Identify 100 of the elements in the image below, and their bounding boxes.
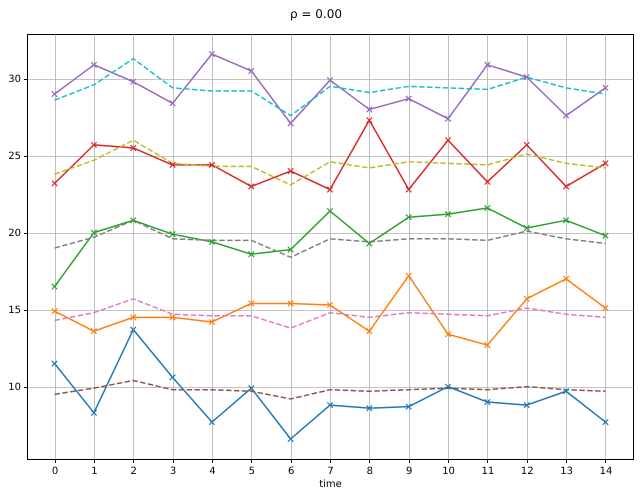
x-tick-label: 0 (52, 466, 58, 477)
point (405, 95, 412, 102)
point (326, 208, 334, 214)
point (51, 308, 58, 315)
point (169, 374, 176, 381)
point (562, 183, 570, 190)
point (523, 296, 530, 302)
y-tick-label: 30 (8, 74, 21, 86)
point (405, 186, 412, 193)
line-series (54, 380, 606, 400)
point (602, 160, 609, 167)
point (366, 240, 373, 247)
point (602, 232, 609, 240)
y-tick-label: 10 (8, 382, 21, 394)
point (326, 302, 334, 308)
point (90, 229, 98, 236)
point (602, 304, 609, 312)
line-series (54, 58, 606, 116)
x-tick-label: 3 (170, 466, 176, 477)
point (90, 409, 98, 416)
point (208, 418, 216, 426)
point (562, 112, 570, 119)
y-tick-label: 20 (8, 228, 21, 240)
x-tick-label: 14 (600, 466, 612, 477)
x-tick-label: 12 (520, 466, 534, 477)
point (248, 384, 255, 392)
point (602, 84, 609, 92)
point (130, 326, 137, 333)
point (366, 116, 373, 124)
point (523, 142, 530, 148)
point (90, 328, 98, 335)
point (484, 61, 491, 68)
point (90, 61, 98, 68)
point (602, 418, 609, 426)
point (562, 388, 570, 395)
point (51, 90, 58, 98)
chart-title: ρ = 0.00 (290, 7, 342, 21)
point (405, 214, 412, 221)
point (287, 300, 294, 307)
point (444, 210, 452, 218)
point (326, 186, 334, 193)
x-tick-label: 5 (248, 466, 255, 477)
point (484, 398, 491, 406)
point (90, 142, 98, 148)
point (208, 318, 216, 326)
x-tick-label: 10 (442, 466, 455, 477)
point (169, 314, 176, 321)
point (326, 76, 334, 84)
point (444, 136, 452, 144)
x-tick-label: 11 (482, 466, 494, 477)
point (130, 216, 137, 224)
point (523, 402, 530, 408)
point (484, 178, 491, 186)
y-tick-label: 15 (8, 305, 21, 316)
x-axis-title: time (319, 479, 342, 490)
point (248, 300, 255, 307)
point (287, 120, 294, 127)
point (405, 272, 412, 280)
point (287, 168, 294, 174)
point (130, 78, 137, 86)
point (208, 162, 216, 168)
point (208, 238, 216, 246)
point (366, 328, 373, 335)
y-tick-label: 25 (8, 151, 21, 162)
point (130, 314, 137, 321)
point (169, 100, 176, 107)
point (169, 230, 176, 238)
point (366, 404, 373, 412)
point (51, 360, 58, 367)
point (248, 183, 255, 190)
line-series (54, 220, 606, 258)
line-series (54, 140, 606, 186)
point (287, 246, 294, 253)
x-tick-label: 7 (327, 466, 334, 477)
x-tick-label: 2 (130, 466, 137, 477)
point (326, 402, 334, 408)
x-tick-label: 13 (560, 466, 573, 477)
point (51, 180, 58, 187)
point (562, 216, 570, 224)
point (562, 276, 570, 282)
point (169, 162, 176, 168)
point (51, 283, 58, 290)
point (405, 403, 412, 410)
x-tick-label: 1 (91, 466, 98, 477)
point (444, 115, 452, 122)
point (366, 106, 373, 113)
x-tick-label: 6 (288, 466, 294, 477)
x-tick-label: 9 (406, 466, 412, 477)
line-series (54, 298, 606, 329)
point (484, 204, 491, 212)
point (208, 50, 216, 58)
point (523, 74, 530, 80)
point (444, 330, 452, 338)
point (287, 436, 294, 442)
x-tick-label: 4 (209, 466, 216, 477)
point (523, 224, 530, 232)
point (248, 250, 255, 258)
point (248, 68, 255, 74)
x-tick-label: 8 (366, 466, 374, 477)
point (444, 383, 452, 390)
